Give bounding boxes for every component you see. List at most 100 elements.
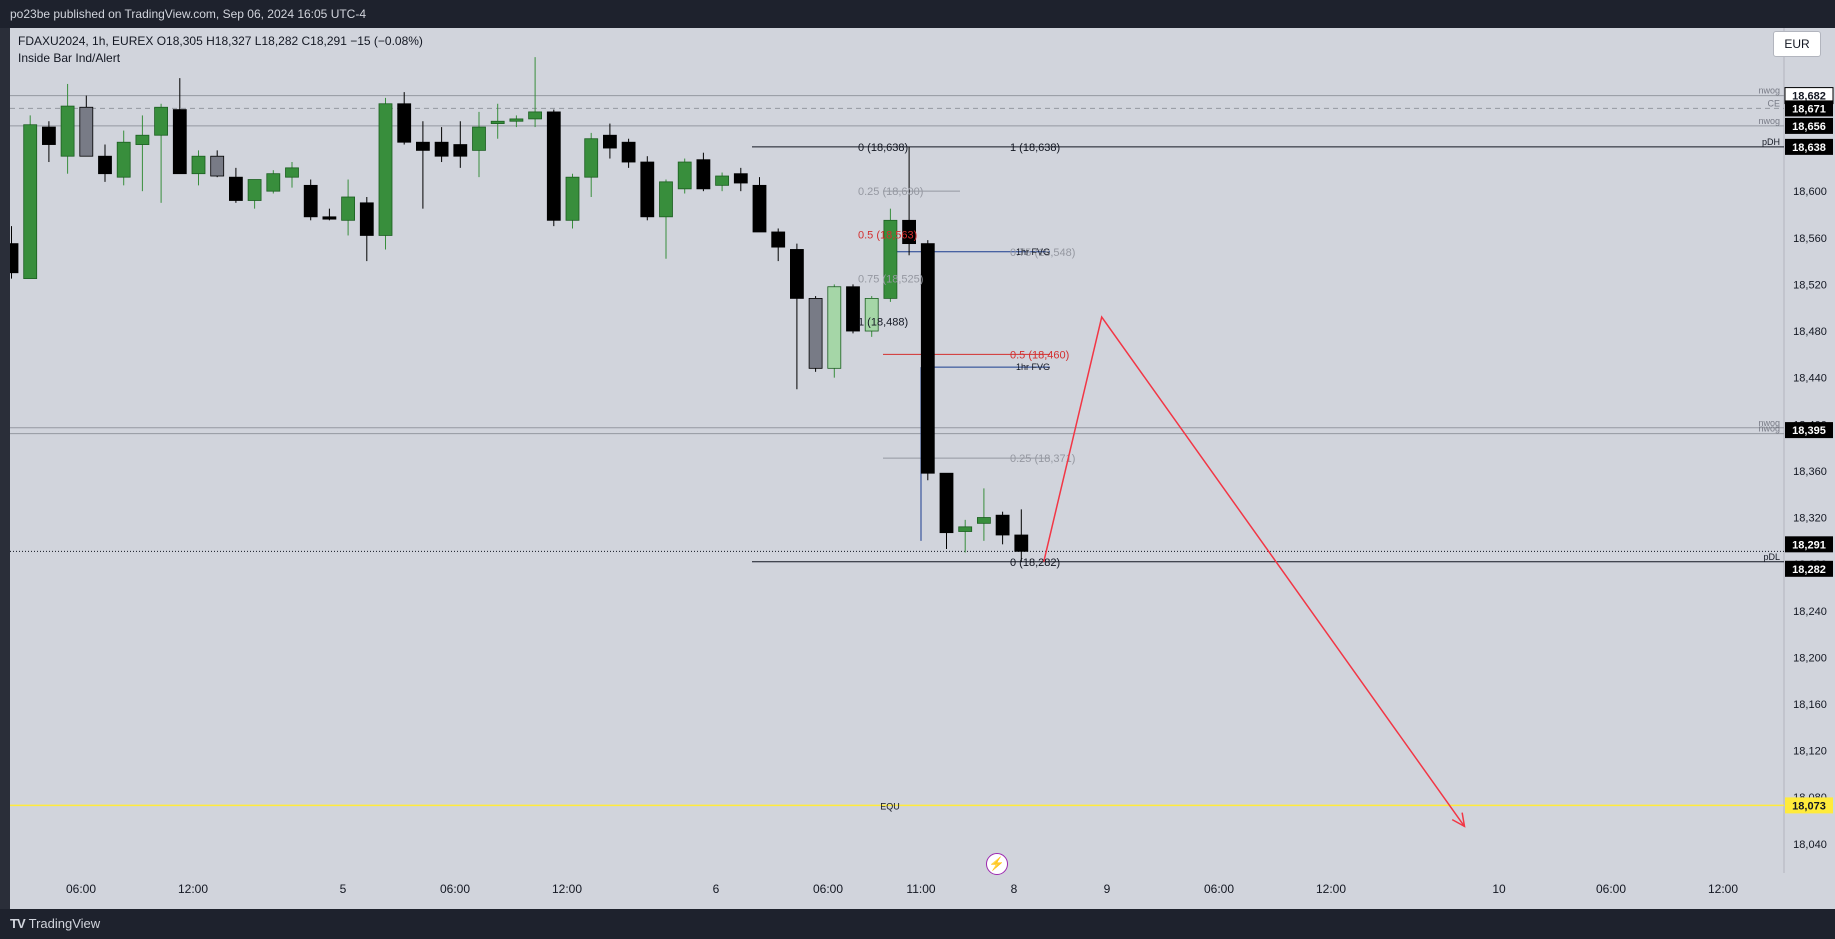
y-tick-label: 18,160 [1793, 699, 1827, 711]
x-tick-label: 9 [1104, 882, 1111, 896]
projection-path [1043, 315, 1466, 827]
candle-body [920, 243, 935, 474]
brand-text: TradingView [28, 916, 101, 931]
level-label: nwog [1758, 116, 1780, 126]
candle-body [191, 155, 206, 175]
x-tick-label: 5 [340, 882, 347, 896]
y-tick-label: 18,360 [1793, 466, 1827, 478]
candle-body [1014, 534, 1029, 552]
fib-label: 0.75 (18,548) [1010, 247, 1075, 259]
candle-body [116, 141, 131, 178]
candle-body [621, 141, 636, 163]
x-tick-label: 06:00 [440, 882, 470, 896]
candle-body [995, 514, 1010, 536]
candle-body [584, 138, 599, 178]
candle-body [902, 219, 916, 245]
candle-body [341, 196, 356, 221]
y-tick-label: 18,480 [1793, 326, 1827, 338]
candle-body [42, 126, 56, 145]
candle-body [977, 517, 991, 524]
candle-body [60, 105, 75, 157]
candle-body [677, 161, 692, 190]
candle-body [472, 126, 486, 151]
candle-body [415, 141, 430, 151]
y-tick-label: 18,240 [1793, 606, 1827, 618]
candle-body [509, 118, 524, 122]
candle-body [958, 526, 973, 532]
x-tick-label: 12:00 [1316, 882, 1346, 896]
level-label: CE [1767, 98, 1780, 108]
price-chart[interactable]: 18,04018,08018,12018,16018,20018,24018,2… [10, 28, 1835, 909]
x-tick-label: 11:00 [906, 882, 935, 896]
y-tick-label: 18,120 [1793, 746, 1827, 758]
level-label: pDH [1762, 137, 1780, 147]
projection-arrowhead [1451, 812, 1466, 828]
lightning-icon[interactable]: ⚡ [986, 853, 1008, 875]
candle-body [378, 103, 393, 236]
candle-body [266, 173, 281, 192]
x-tick-label: 12:00 [552, 882, 582, 896]
candle-body [79, 106, 94, 157]
candle-body [228, 176, 243, 201]
price-label-text: 18,638 [1792, 142, 1826, 154]
x-tick-label: 12:00 [178, 882, 208, 896]
price-label-box [1785, 138, 1833, 155]
candle-body [696, 159, 711, 190]
fib-label: 1 (18,488) [858, 317, 908, 329]
candle-body [397, 103, 412, 143]
price-label-text: 18,682 [1792, 91, 1826, 103]
x-tick-label: 06:00 [66, 882, 96, 896]
candle-body [23, 124, 38, 279]
x-tick-label: 06:00 [1596, 882, 1626, 896]
candle-body [434, 141, 449, 157]
candle-body [808, 297, 823, 369]
fvg-label: 1hr FVG [1016, 362, 1050, 372]
fib-label: 0 (18,282) [1010, 557, 1060, 569]
y-tick-label: 18,600 [1793, 186, 1827, 198]
x-tick-label: 12:00 [1708, 882, 1738, 896]
candle-body [98, 155, 112, 175]
level-label: nwog [1758, 418, 1780, 428]
candle-body [883, 219, 898, 299]
candle-body [640, 161, 655, 218]
candle-body [490, 120, 505, 124]
tradingview-logo[interactable]: TV TradingView [10, 909, 100, 939]
fib-label: 0.25 (18,371) [1010, 453, 1075, 465]
y-tick-label: 18,040 [1793, 839, 1827, 851]
fib-label: 0.5 (18,563) [858, 229, 917, 241]
y-tick-label: 18,320 [1793, 513, 1827, 525]
candle-body [827, 286, 842, 369]
plot-background [10, 28, 1784, 909]
candle-body [453, 144, 468, 157]
candle-body [603, 134, 617, 149]
level-label: nwog [1758, 424, 1780, 434]
candle-body [322, 216, 337, 220]
x-tick-label: 6 [713, 882, 720, 896]
candle-body [659, 181, 673, 218]
price-label-box [1785, 100, 1833, 117]
candle-body [172, 109, 187, 175]
candle-body [733, 173, 748, 184]
fib-label: 0.25 (18,600) [858, 186, 923, 198]
candle-body [939, 472, 954, 534]
fib-label: 0.75 (18,525) [858, 274, 923, 286]
price-label-box [1785, 797, 1833, 814]
y-tick-label: 18,200 [1793, 652, 1827, 664]
fib-label: 1 (18,638) [1010, 142, 1060, 154]
price-label-text: 18,282 [1792, 564, 1826, 576]
currency-button[interactable]: EUR [1773, 31, 1821, 57]
x-tick-label: 06:00 [1204, 882, 1234, 896]
candle-body [359, 202, 374, 236]
price-label-box [1785, 560, 1833, 577]
candle-body [546, 111, 561, 221]
candle-body [135, 134, 150, 145]
candle-body [210, 155, 225, 177]
candle-body [285, 167, 299, 178]
level-label: EQU [880, 801, 900, 811]
candle-body [771, 231, 786, 248]
candle-body [790, 249, 804, 299]
price-label-box [1785, 536, 1833, 553]
price-label-text: 18,073 [1792, 800, 1826, 812]
indicator-legend[interactable]: Inside Bar Ind/Alert [18, 51, 121, 65]
x-tick-label: 06:00 [813, 882, 843, 896]
